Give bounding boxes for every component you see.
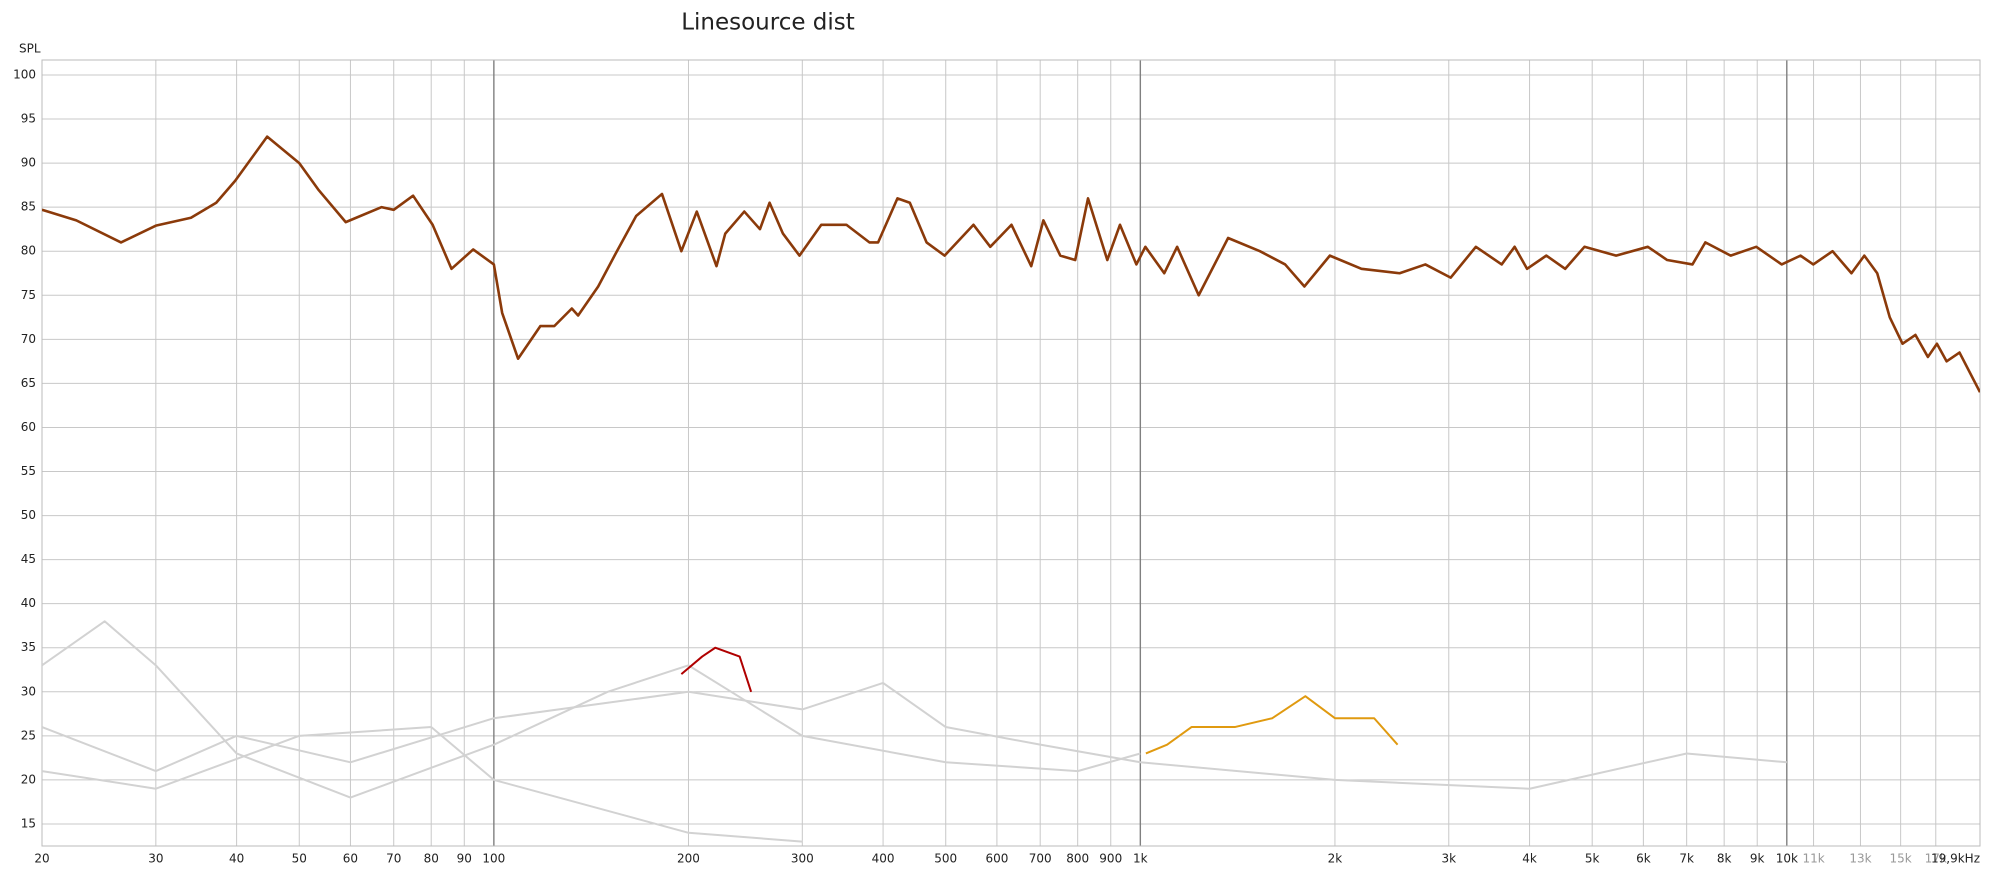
y-tick-label: 75 xyxy=(21,288,36,302)
x-tick-label: 80 xyxy=(424,852,439,866)
y-tick-label: 65 xyxy=(21,376,36,390)
x-tick-label: 40 xyxy=(229,852,244,866)
y-tick-label: 80 xyxy=(21,244,36,258)
plot-frame xyxy=(41,59,1981,847)
x-tick-label: 9k xyxy=(1750,852,1765,866)
y-axis-label: SPL xyxy=(19,42,41,56)
x-tick-label: 50 xyxy=(292,852,307,866)
x-tick-label: 8k xyxy=(1717,852,1732,866)
x-tick-label: 15k xyxy=(1890,852,1912,866)
x-tick-label: 30 xyxy=(148,852,163,866)
x-tick-label: 5k xyxy=(1585,852,1600,866)
x-tick-label: 800 xyxy=(1066,852,1089,866)
y-tick-label: 95 xyxy=(21,112,36,126)
y-tick-label: 40 xyxy=(21,596,36,610)
y-tick-label: 25 xyxy=(21,728,36,742)
x-tick-label: 13k xyxy=(1849,852,1871,866)
x-tick-label: 600 xyxy=(985,852,1008,866)
series-line xyxy=(42,135,1980,393)
x-tick-label: 1k xyxy=(1133,852,1148,866)
y-tick-label: 55 xyxy=(21,464,36,478)
y-tick-label: 60 xyxy=(21,420,36,434)
x-tick-label: 3k xyxy=(1441,852,1456,866)
y-tick-label: 100 xyxy=(13,67,36,81)
x-tick-label: 11k xyxy=(1802,852,1824,866)
y-tick-label: 35 xyxy=(21,640,36,654)
x-tick-label: 6k xyxy=(1636,852,1651,866)
x-tick-label: 10k xyxy=(1776,852,1798,866)
y-tick-label: 90 xyxy=(21,156,36,170)
y-tick-label: 70 xyxy=(21,332,36,346)
y-tick-label: 20 xyxy=(21,772,36,786)
x-tick-label: 20 xyxy=(34,852,49,866)
y-tick-label: 15 xyxy=(21,816,36,830)
x-tick-label: 400 xyxy=(872,852,895,866)
x-tick-label: 4k xyxy=(1522,852,1537,866)
y-tick-label: 30 xyxy=(21,684,36,698)
x-tick-label: 90 xyxy=(457,852,472,866)
series-line xyxy=(680,646,753,693)
x-tick-label: 700 xyxy=(1029,852,1052,866)
x-tick-label: 17k xyxy=(1925,852,1947,866)
x-tick-label: 19,9kHz xyxy=(1931,852,1980,866)
chart-title: Linesource dist xyxy=(681,10,855,36)
x-tick-label: 300 xyxy=(791,852,814,866)
series-line xyxy=(42,726,803,843)
x-tick-label: 100 xyxy=(482,852,505,866)
series-line xyxy=(42,620,1141,799)
series-line xyxy=(1145,695,1399,755)
x-tick-label: 200 xyxy=(677,852,700,866)
x-tick-label: 7k xyxy=(1679,852,1694,866)
x-tick-label: 2k xyxy=(1328,852,1343,866)
x-tick-label: 900 xyxy=(1099,852,1122,866)
y-tick-label: 45 xyxy=(21,552,36,566)
y-tick-label: 50 xyxy=(21,508,36,522)
y-tick-label: 85 xyxy=(21,200,36,214)
x-tick-label: 500 xyxy=(934,852,957,866)
x-tick-label: 70 xyxy=(386,852,401,866)
x-tick-label: 60 xyxy=(343,852,358,866)
